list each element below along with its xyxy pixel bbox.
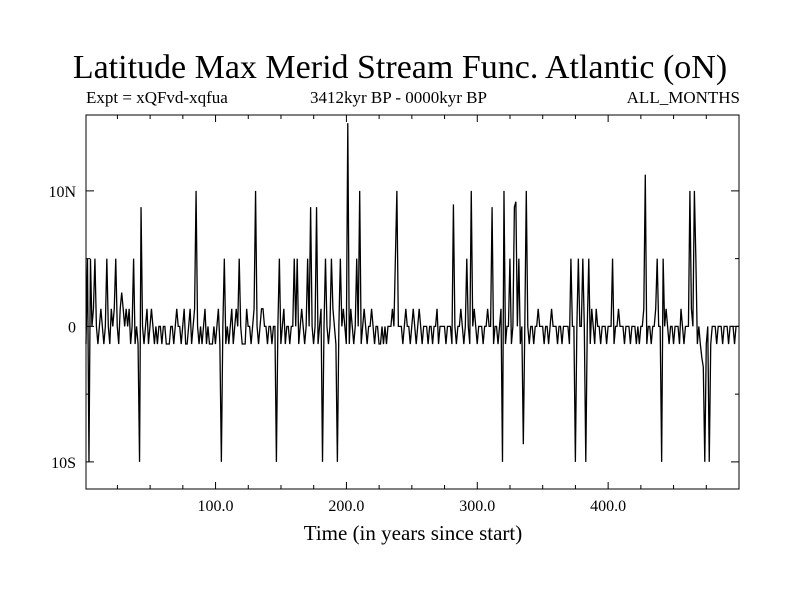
chart-title: Latitude Max Merid Stream Func. Atlantic… <box>72 49 728 86</box>
x-tick-label: 100.0 <box>198 498 234 515</box>
x-tick-label: 300.0 <box>459 498 495 515</box>
y-axis: 10S 0 10N <box>48 184 739 472</box>
x-axis: 100.0 200.0 300.0 400.0 <box>116 115 707 515</box>
time-range-label: 3412kyr BP - 0000kyr BP <box>310 88 487 107</box>
x-axis-label: Time (in years since start) <box>304 521 523 545</box>
y-tick-label: 10S <box>51 455 76 472</box>
x-tick-label: 200.0 <box>328 498 364 515</box>
months-label: ALL_MONTHS <box>626 88 740 107</box>
plot-frame <box>85 114 740 490</box>
y-tick-label: 0 <box>68 319 76 336</box>
y-tick-label: 10N <box>48 184 76 201</box>
series-line <box>85 123 739 462</box>
experiment-label: Expt = xQFvd-xqfua <box>86 88 228 107</box>
x-tick-label: 400.0 <box>590 498 626 515</box>
plot-border <box>85 114 740 490</box>
series-group <box>85 123 739 462</box>
